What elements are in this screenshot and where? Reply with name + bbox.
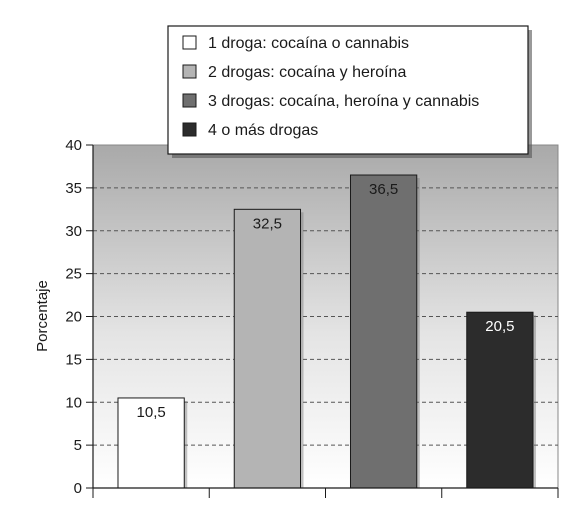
bars: 10,5 32,5 36,5 20,5: [117, 174, 537, 489]
legend-swatch: [182, 122, 197, 137]
legend: 1 droga: cocaína o cannabis 2 drogas: coc…: [167, 25, 532, 158]
y-tick-label: 10: [65, 394, 82, 411]
bar-value-label: 20,5: [485, 318, 514, 335]
legend-swatch: [182, 93, 197, 108]
bar: [233, 208, 302, 489]
legend-entry: 2 drogas: cocaína y heroína: [208, 64, 406, 81]
legend-swatch: [182, 64, 197, 79]
bar: [117, 397, 185, 489]
y-axis-ticks: 0 5 10 15 20 25 30 35 40: [65, 137, 93, 497]
y-tick-label: 40: [65, 137, 82, 154]
y-tick-label: 35: [65, 180, 82, 197]
y-tick-label: 5: [74, 437, 82, 454]
legend-swatch: [182, 35, 197, 50]
bar: [349, 174, 418, 489]
y-axis-label: Porcentaje: [34, 280, 51, 352]
axes: [92, 145, 559, 498]
legend-box: [167, 25, 529, 155]
y-tick-label: 25: [65, 266, 82, 283]
y-tick-label: 20: [65, 309, 82, 326]
legend-entry: 4 o más drogas: [208, 122, 318, 139]
y-tick-label: 30: [65, 223, 82, 240]
bar-value-label: 32,5: [253, 215, 282, 232]
y-tick-label: 0: [74, 480, 82, 497]
bar: [466, 311, 534, 489]
legend-entry: 3 drogas: cocaína, heroína y cannabis: [208, 93, 479, 110]
y-tick-label: 15: [65, 351, 82, 368]
legend-entry: 1 droga: cocaína o cannabis: [208, 35, 409, 52]
bar-value-label: 10,5: [137, 404, 166, 421]
bar-value-label: 36,5: [369, 181, 398, 198]
